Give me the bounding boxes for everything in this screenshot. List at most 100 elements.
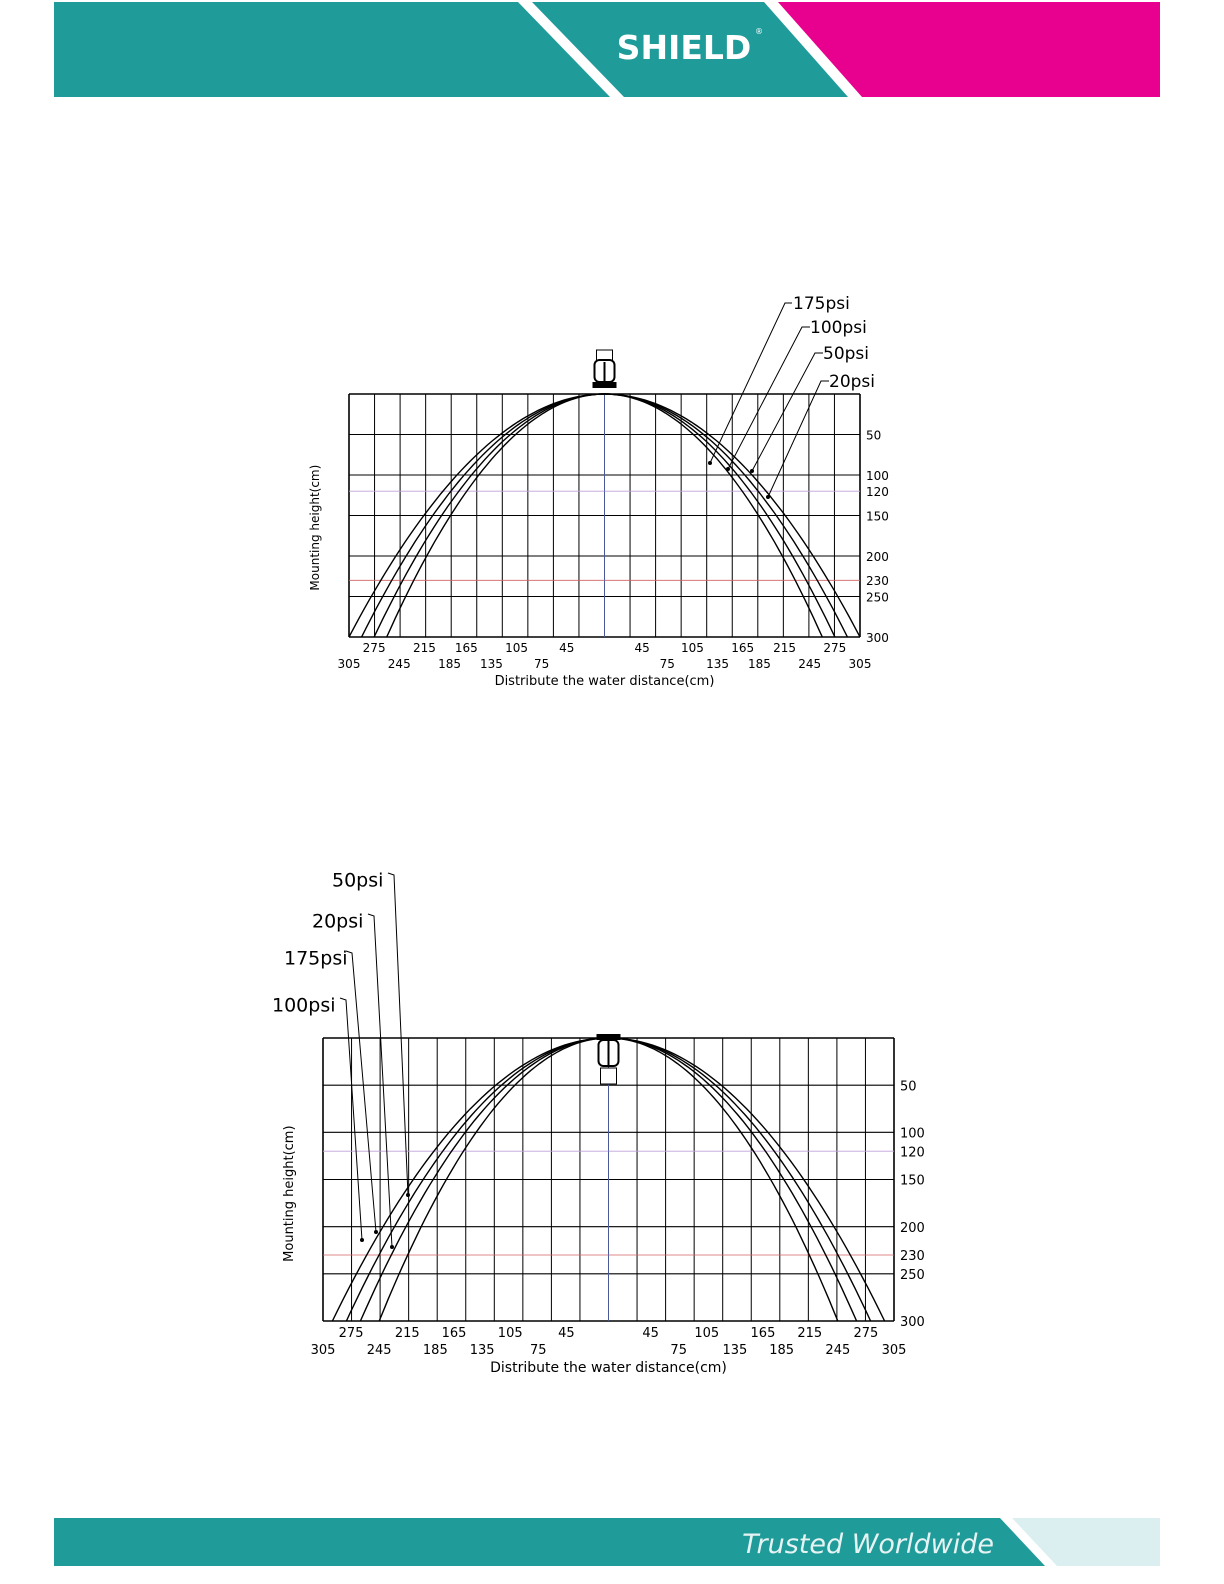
series-label: 175psi: [793, 294, 850, 314]
series-label: 100psi: [272, 995, 336, 1017]
y-tick-label: 120: [866, 485, 889, 499]
chart-pendent-spray-pattern: 50 100 120 150 200 230 250 300 275 215 165 105 45 45 1…: [308, 294, 889, 689]
y-tick-label: 300: [900, 1315, 925, 1330]
x-tick-label-bottom: 135: [470, 1343, 495, 1358]
x-tick-label-top: 165: [731, 641, 754, 655]
footer-light-band: [1009, 1518, 1160, 1566]
header-white-stripe-right: [764, 2, 862, 97]
x-tick-label-top: 275: [363, 641, 386, 655]
x-tick-label-bottom: 135: [480, 657, 503, 671]
header-magenta-band: [764, 2, 1160, 97]
x-tick-label-top: 215: [773, 641, 796, 655]
series-leader-arrow: [390, 1245, 394, 1249]
x-tick-label-top: 215: [797, 1326, 822, 1341]
x-tick-label-bottom: 185: [769, 1343, 794, 1358]
x-tick-label-bottom: 185: [438, 657, 461, 671]
series-leader-line: [767, 380, 829, 498]
series-leader-line: [387, 872, 409, 1196]
x-tick-label-bottom: 135: [706, 657, 729, 671]
y-tick-label: 250: [900, 1268, 925, 1283]
y-tick-label: 230: [900, 1249, 925, 1264]
x-tick-label-top: 275: [339, 1326, 364, 1341]
x-tick-label-bottom: 75: [530, 1343, 547, 1358]
x-tick-label-top: 165: [751, 1326, 776, 1341]
y-axis-title: Mounting height(cm): [308, 465, 322, 591]
x-tick-label-bottom: 135: [722, 1343, 747, 1358]
x-tick-label-bottom: 245: [825, 1343, 850, 1358]
series-label: 20psi: [829, 372, 875, 392]
sprinkler-body: [596, 349, 613, 361]
header-banner: SHIELD ®: [54, 2, 1160, 97]
y-tick-label: 50: [900, 1079, 917, 1094]
sprinkler-head-icon: [596, 1034, 621, 1085]
registered-mark: ®: [755, 27, 763, 36]
x-tick-label-top: 215: [413, 641, 436, 655]
footer-white-stripe: [1000, 1518, 1057, 1566]
series-label: 100psi: [810, 318, 867, 338]
series-leader-arrow: [374, 1230, 378, 1234]
y-axis-title: Mounting height(cm): [282, 1125, 297, 1261]
x-tick-label-top: 45: [558, 1326, 575, 1341]
x-tick-label-top: 165: [455, 641, 478, 655]
y-tick-label: 200: [866, 550, 889, 564]
x-tick-label-top: 165: [442, 1326, 467, 1341]
footer-teal-band: [54, 1518, 1160, 1566]
header-white-stripe-left: [518, 2, 624, 97]
sprinkler-body: [600, 1067, 617, 1085]
x-tick-label-bottom: 75: [534, 657, 549, 671]
series-leader-arrow: [750, 469, 754, 473]
x-tick-label-bottom: 75: [660, 657, 675, 671]
y-tick-label: 230: [866, 574, 889, 588]
series-label: 20psi: [312, 911, 363, 933]
y-tick-label: 250: [866, 590, 889, 604]
chart-upright-spray-pattern: 50 100 120 150 200 230 250 300 275 215 165 105 45 45 1…: [272, 870, 925, 1376]
sprinkler-head-icon: [592, 349, 617, 388]
x-tick-label-bottom: 185: [423, 1343, 448, 1358]
x-tick-label-bottom: 245: [388, 657, 411, 671]
series-leader-arrow: [360, 1238, 364, 1242]
series-label: 175psi: [284, 948, 348, 970]
x-tick-label-top: 275: [823, 641, 846, 655]
x-tick-label-top: 105: [681, 641, 704, 655]
series-leader-arrow: [726, 467, 730, 471]
x-axis-title: Distribute the water distance(cm): [495, 674, 715, 689]
series-leader-arrow: [766, 495, 770, 499]
series-leader-line: [367, 913, 393, 1248]
y-tick-label: 120: [900, 1145, 925, 1160]
series-leader-line: [345, 950, 377, 1233]
y-tick-label: 50: [866, 428, 881, 442]
x-axis-title: Distribute the water distance(cm): [490, 1360, 727, 1376]
x-tick-label-bottom: 305: [849, 657, 872, 671]
series-leader-arrow: [708, 461, 712, 465]
x-tick-label-top: 215: [395, 1326, 420, 1341]
y-tick-label: 200: [900, 1221, 925, 1236]
x-tick-label-bottom: 305: [311, 1343, 336, 1358]
series-label: 50psi: [332, 870, 383, 892]
y-tick-label: 150: [866, 509, 889, 523]
series-leader-arrow: [406, 1193, 410, 1197]
footer-banner: Trusted Worldwide: [54, 1518, 1160, 1566]
y-tick-label: 300: [866, 631, 889, 645]
x-tick-label-top: 105: [505, 641, 528, 655]
x-tick-label-top: 275: [854, 1326, 879, 1341]
series-leader-line: [339, 997, 363, 1241]
brand-logo-text: SHIELD: [617, 28, 752, 67]
series-leader-line: [751, 352, 823, 472]
x-tick-label-top: 105: [694, 1326, 719, 1341]
x-tick-label-bottom: 245: [367, 1343, 392, 1358]
x-tick-label-bottom: 245: [798, 657, 821, 671]
y-tick-label: 100: [900, 1127, 925, 1142]
x-tick-label-bottom: 305: [882, 1343, 907, 1358]
x-tick-label-top: 45: [635, 641, 650, 655]
series-curve-20psi: [386, 393, 823, 638]
series-label: 50psi: [823, 344, 869, 364]
series-leader-line: [727, 326, 810, 470]
x-tick-label-top: 45: [559, 641, 574, 655]
x-tick-label-top: 45: [642, 1326, 659, 1341]
x-tick-label-bottom: 305: [338, 657, 361, 671]
sprinkler-deflector: [596, 1034, 621, 1040]
sprinkler-deflector: [592, 382, 617, 388]
series-leader-line: [709, 302, 792, 464]
y-tick-label: 100: [866, 469, 889, 483]
x-tick-label-bottom: 75: [670, 1343, 687, 1358]
